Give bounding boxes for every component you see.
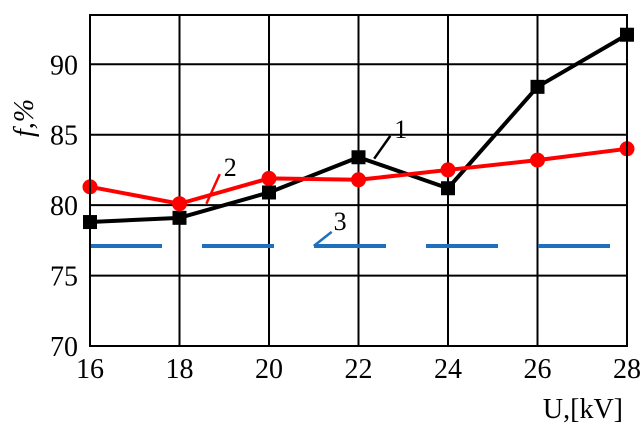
series-label-leader — [205, 173, 221, 205]
series-2 — [82, 141, 635, 212]
x-tick-label: 16 — [76, 354, 104, 385]
data-point — [441, 181, 455, 196]
data-point — [351, 150, 366, 165]
plot-frame — [89, 14, 628, 347]
y-tick-labels: 70 75 80 85 90 — [50, 50, 78, 363]
x-tick-label: 26 — [524, 354, 552, 385]
data-point — [172, 196, 187, 212]
x-tick-label: 28 — [613, 354, 641, 385]
x-tick-label: 24 — [434, 354, 462, 385]
data-point — [530, 152, 545, 168]
y-tick-label: 90 — [50, 50, 78, 81]
y-tick-label: 85 — [50, 121, 78, 152]
series-layer — [82, 27, 635, 248]
series-1 — [83, 27, 634, 230]
series-labels: 1 2 3 — [205, 115, 407, 247]
series-label-leader — [312, 230, 333, 247]
x-tick-labels: 16 18 20 22 24 26 28 — [76, 354, 641, 385]
series-label-leader — [373, 135, 392, 160]
series-label: 3 — [334, 207, 347, 236]
y-tick-label: 75 — [50, 262, 78, 293]
data-point — [351, 172, 366, 188]
x-axis-title: U,[kV] — [543, 394, 623, 425]
data-point — [530, 79, 545, 94]
series-label: 1 — [394, 115, 407, 144]
x-tick-label: 22 — [345, 354, 373, 385]
y-axis-title: f,% — [9, 99, 40, 137]
grid — [89, 15, 628, 347]
series-label: 2 — [224, 153, 237, 182]
data-point — [172, 210, 187, 225]
data-point — [440, 162, 456, 178]
y-tick-label: 70 — [50, 332, 78, 363]
data-point — [262, 185, 276, 200]
x-tick-label: 18 — [166, 354, 194, 385]
x-tick-label: 20 — [255, 354, 283, 385]
y-tick-label: 80 — [50, 191, 78, 222]
data-point — [261, 170, 277, 186]
